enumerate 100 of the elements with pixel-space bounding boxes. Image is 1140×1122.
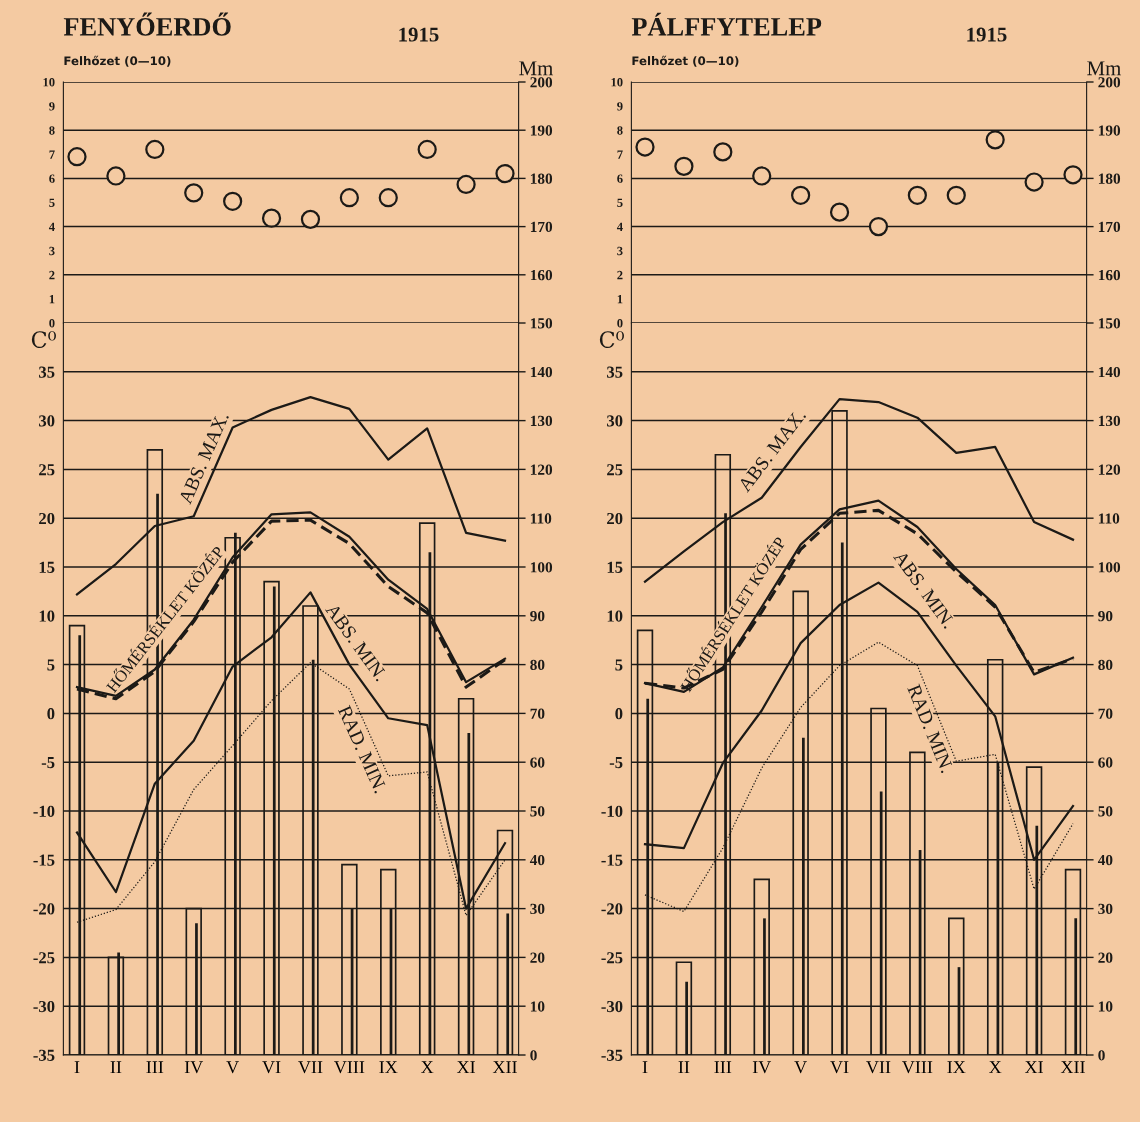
y-tick-label: 6 [49,174,55,183]
y-tick-label: 9 [49,102,55,111]
point [791,185,811,205]
x-tick-label: I [74,1061,80,1074]
y-tick-label: 25 [39,464,55,476]
y2-tick-label: 0 [530,1050,537,1061]
y-tick-label: 3 [617,246,623,256]
point [417,139,437,160]
y-tick-label: 10 [39,610,55,622]
x-tick-label: V [794,1061,807,1074]
y-tick-label: 4 [616,222,623,231]
y2-tick-label: 90 [530,610,545,622]
y2-tick-label: 150 [1098,318,1121,329]
y2-tick-label: 200 [530,77,553,88]
y2-tick-label: 170 [1098,221,1121,233]
y2-tick-label: 0 [1098,1050,1105,1061]
y-tick-label: 3 [49,246,55,256]
point [106,166,126,186]
y-tick-label: 8 [617,126,623,135]
y2-axis-title: Mm [1087,61,1122,76]
y-tick-label: -10 [33,805,55,817]
y-tick-label: 2 [617,270,623,280]
y-tick-label: 10 [43,78,55,87]
y-tick-label: 5 [47,659,55,671]
y2-tick-label: 170 [530,221,553,233]
y-tick-label: -25 [601,952,623,964]
text: ABS. MAX. [178,411,230,505]
y-tick-label: 30 [39,415,55,427]
x-tick-label: II [678,1061,690,1074]
x-tick-label: VIII [902,1061,933,1074]
y-tick-label: 9 [617,102,623,111]
x-tick-label: V [226,1061,239,1074]
y-tick-label: 15 [39,561,55,573]
x-tick-label: IX [947,1061,966,1074]
point [1063,165,1083,185]
point [184,183,204,203]
y-tick-label: -35 [601,1049,623,1061]
x-tick-label: XII [1060,1061,1085,1074]
point [868,216,889,237]
x-tick-label: I [642,1061,648,1074]
y2-tick-label: 120 [530,464,553,475]
point [985,130,1005,150]
y2-tick-label: 60 [1098,757,1113,768]
y2-tick-label: 20 [530,952,545,963]
text: RAD. MIN. [907,683,954,774]
y2-tick-label: 180 [1098,173,1121,184]
y-tick-label: 15 [607,561,623,573]
y-tick-label: 10 [611,78,623,87]
y2-tick-label: 70 [530,708,545,719]
x-tick-label: IV [752,1061,772,1074]
y2-tick-label: 80 [1098,659,1113,671]
y2-tick-label: 160 [530,269,553,281]
y-tick-label: -35 [33,1049,55,1061]
x-tick-label: VI [830,1061,849,1074]
y2-tick-label: 100 [1098,562,1121,573]
point [67,147,87,167]
y2-tick-label: 190 [530,125,553,136]
y2-tick-label: 50 [530,806,545,817]
y-tick-label: 10 [607,610,623,622]
y2-tick-label: 40 [529,854,545,866]
chart-subtitle: 1915 [967,27,1007,42]
x-tick-label: III [714,1061,732,1074]
x-tick-label: VIII [334,1061,365,1074]
point [223,191,243,211]
y2-tick-label: 80 [530,659,545,671]
y-tick-label: 6 [617,174,623,183]
y-tick-label: 1 [617,294,623,304]
y-tick-label: 0 [615,708,623,720]
y-tick-label: 4 [48,222,55,231]
point [378,188,398,208]
y-tick-label: 5 [615,659,623,671]
y2-axis-title: Mm [519,61,554,76]
y2-tick-label: 110 [1098,513,1120,524]
y2-tick-label: 20 [1098,952,1113,963]
y-tick-label: -25 [33,952,55,964]
y-axis-title: C⁰ [31,331,56,348]
y2-tick-label: 200 [1098,77,1121,88]
y2-tick-label: 190 [1098,125,1121,136]
y2-tick-label: 180 [530,173,553,184]
y-tick-label: -30 [601,1000,623,1013]
y2-tick-label: 30 [530,903,545,915]
y-tick-label: 20 [39,512,55,525]
x-tick-label: IX [379,1061,398,1074]
y2-tick-label: 100 [530,562,553,573]
chart-title: PÁLFFYTELEP [631,12,822,36]
y-tick-label: -20 [33,903,55,915]
y2-tick-label: 10 [1098,1001,1113,1012]
y2-tick-label: 60 [530,757,545,768]
y2-tick-label: 120 [1098,464,1121,475]
x-tick-label: X [989,1061,1002,1074]
y-tick-label: -20 [601,903,623,915]
x-tick-label: VII [866,1061,891,1074]
chart-subtitle: 1915 [399,27,439,42]
x-tick-label: IV [184,1061,204,1074]
y-tick-label: 7 [617,150,623,159]
x-tick-label: III [146,1061,164,1074]
y2-tick-label: 110 [530,513,552,524]
x-tick-label: XI [1024,1061,1043,1074]
point [752,166,772,186]
point [946,185,966,205]
